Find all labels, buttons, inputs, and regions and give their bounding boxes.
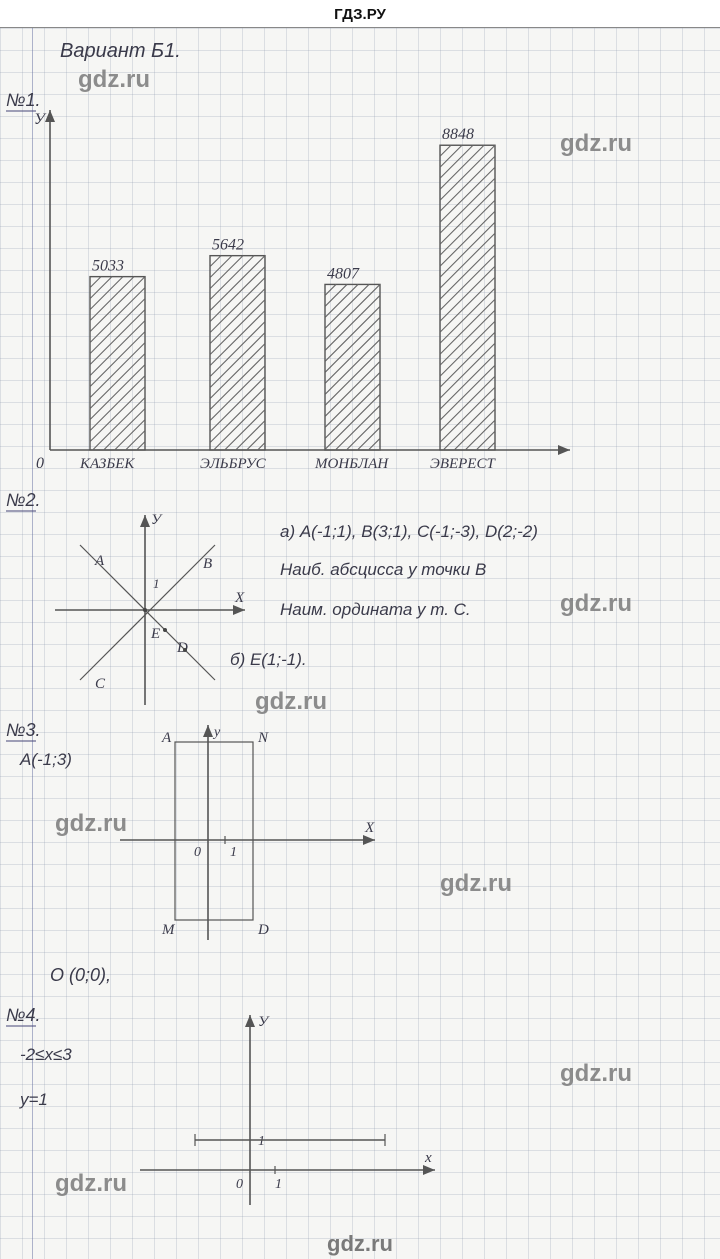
bar-cat-3: ЭВЕРЕСТ xyxy=(430,456,496,472)
n4-ycond: y=1 xyxy=(20,1090,48,1110)
y-axis-label: У xyxy=(34,111,47,128)
svg-text:0: 0 xyxy=(236,1177,243,1192)
bar-cat-0: КАЗБЕК xyxy=(79,456,135,472)
svg-text:B: B xyxy=(203,556,212,572)
svg-text:y: y xyxy=(212,725,221,740)
label-n1: №1. xyxy=(6,90,41,111)
svg-text:5033: 5033 xyxy=(92,258,124,275)
origin-label: 0 xyxy=(36,455,44,472)
label-n4: №4. xyxy=(6,1005,41,1026)
svg-text:1: 1 xyxy=(230,845,237,860)
coord-plot-n3: y X 0 1 A N M D xyxy=(120,720,390,950)
svg-text:x: x xyxy=(424,1150,432,1166)
underline-n2 xyxy=(6,510,36,512)
bar-chart: У 0 5033 5642 4807 8848 КАЗБЕК ЭЛЬБРУС МОНБ… xyxy=(30,110,590,480)
footer-watermark: gdz.ru xyxy=(0,1231,720,1257)
svg-text:1: 1 xyxy=(275,1177,282,1192)
watermark: gdz.ru xyxy=(78,66,150,94)
svg-text:4807: 4807 xyxy=(327,265,360,282)
bar-cat-2: МОНБЛАН xyxy=(314,456,389,472)
svg-text:1: 1 xyxy=(258,1134,265,1149)
coord-plot-n2: У X A B C D E 1 xyxy=(55,510,255,710)
coord-plot-n4: У x 0 1 1 xyxy=(140,1010,450,1210)
watermark: gdz.ru xyxy=(560,590,632,618)
svg-text:D: D xyxy=(176,640,188,656)
svg-text:1: 1 xyxy=(153,576,160,591)
watermark: gdz.ru xyxy=(560,1060,632,1088)
svg-text:5642: 5642 xyxy=(212,237,244,254)
svg-text:0: 0 xyxy=(194,845,201,860)
variant-title: Вариант Б1. xyxy=(60,40,181,63)
svg-text:D: D xyxy=(257,922,269,938)
label-n3: №3. xyxy=(6,720,41,741)
n4-xcond: -2≤x≤3 xyxy=(20,1045,72,1065)
svg-text:C: C xyxy=(95,676,106,692)
n2-line2: Наиб. абсцисса у точки B xyxy=(280,560,486,580)
underline-n3 xyxy=(6,740,36,742)
watermark: gdz.ru xyxy=(255,688,327,716)
site-header: ГДЗ.РУ xyxy=(0,0,720,28)
svg-text:У: У xyxy=(151,512,163,528)
svg-text:A: A xyxy=(161,730,172,746)
svg-text:M: M xyxy=(161,922,176,938)
svg-text:X: X xyxy=(364,820,375,836)
svg-text:E: E xyxy=(150,626,160,642)
watermark: gdz.ru xyxy=(440,870,512,898)
svg-text:8848: 8848 xyxy=(442,126,474,143)
n3-result: O (0;0), xyxy=(50,965,111,986)
n2-text-b: б) E(1;-1). xyxy=(230,650,307,670)
bar-cat-1: ЭЛЬБРУС xyxy=(200,456,267,472)
svg-text:У: У xyxy=(258,1014,270,1030)
label-n2: №2. xyxy=(6,490,41,511)
watermark: gdz.ru xyxy=(55,810,127,838)
underline-n4 xyxy=(6,1025,36,1027)
n2-line3: Наим. ордината у т. C. xyxy=(280,600,471,620)
n3-A: A(-1;3) xyxy=(20,750,72,770)
n2-text-a: а) A(-1;1), B(3;1), C(-1;-3), D(2;-2) xyxy=(280,522,538,542)
svg-text:N: N xyxy=(257,730,269,746)
svg-text:A: A xyxy=(94,553,105,569)
watermark: gdz.ru xyxy=(55,1170,127,1198)
svg-text:X: X xyxy=(234,590,245,606)
